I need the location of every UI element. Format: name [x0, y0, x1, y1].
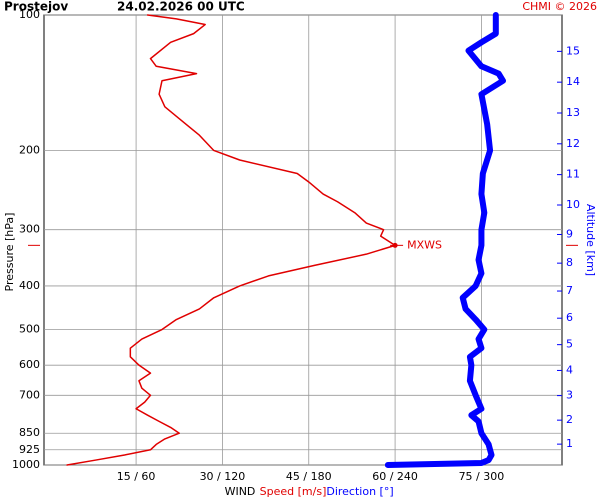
- y-tick-label: 500: [19, 323, 40, 336]
- x-tick-label: 15 / 60: [117, 470, 156, 483]
- y2-tick-label: 6: [566, 311, 573, 324]
- legend-speed: Speed [m/s]: [260, 485, 327, 498]
- y2-tick-label: 7: [566, 284, 573, 297]
- y2-tick-label: 8: [566, 256, 573, 269]
- y2-tick-label: 14: [566, 75, 580, 88]
- profile-line: [384, 12, 507, 468]
- chart-subtitle: 24.02.2026 00 UTC: [117, 0, 245, 14]
- y-tick-label: 925: [19, 443, 40, 456]
- y2-tick-label: 15: [566, 44, 580, 57]
- y2-tick-label: 5: [566, 338, 573, 351]
- y2-tick-label: 10: [566, 198, 580, 211]
- x-axis-label: WIND: [225, 485, 256, 498]
- x-tick-label: 45 / 180: [286, 470, 332, 483]
- y2-tick-label: 4: [566, 363, 573, 376]
- y-tick-label: 100: [19, 8, 40, 21]
- mxws-label: MXWS: [407, 238, 442, 251]
- y-tick-label: 850: [19, 426, 40, 439]
- y2-tick-label: 12: [566, 137, 580, 150]
- y-tick-label: 300: [19, 223, 40, 236]
- y-tick-label: 200: [19, 143, 40, 156]
- y2-tick-label: 9: [566, 227, 573, 240]
- y-axis-label: Pressure [hPa]: [3, 213, 16, 292]
- y-tick-label: 1000: [12, 458, 40, 471]
- x-tick-label: 30 / 120: [200, 470, 246, 483]
- profile-line: [66, 14, 396, 466]
- y2-tick-label: 11: [566, 168, 580, 181]
- chart-title: Prostejov: [4, 0, 68, 14]
- mxws-point: [392, 242, 398, 248]
- y-tick-label: 400: [19, 279, 40, 292]
- credit: CHMI © 2026: [522, 0, 597, 13]
- x-tick-label: 60 / 240: [372, 470, 418, 483]
- x-tick-label: 75 / 300: [459, 470, 505, 483]
- y2-tick-label: 2: [566, 413, 573, 426]
- y2-axis-label: Altitude [km]: [584, 204, 597, 276]
- y2-tick-label: 3: [566, 389, 573, 402]
- y2-tick-label: 13: [566, 106, 580, 119]
- y-tick-label: 700: [19, 388, 40, 401]
- y-tick-label: 600: [19, 358, 40, 371]
- legend-direction: Direction [°]: [326, 485, 393, 498]
- y2-tick-label: 1: [566, 437, 573, 450]
